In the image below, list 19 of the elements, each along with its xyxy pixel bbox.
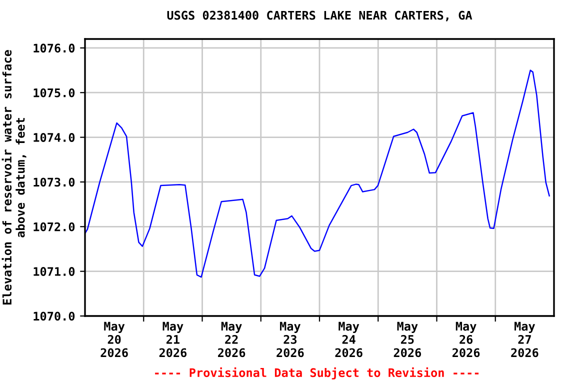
x-tick-label: May 24 2026 — [335, 322, 362, 358]
y-tick-label: 1074.0 — [34, 133, 75, 142]
text: ---- Provisional Data Subject to Revision ---- — [155, 367, 479, 380]
y-tick-label: 1076.0 — [34, 44, 75, 53]
chart-title: USGS 02381400 CARTERS LAKE NEAR CARTERS, GA — [167, 10, 472, 22]
y-tick-label: 1071.0 — [34, 267, 75, 276]
x-tick-label: May 20 2026 — [100, 322, 128, 358]
x-tick-label: May 23 2026 — [276, 322, 304, 358]
x-tick-label: May 25 2026 — [394, 322, 422, 358]
y-tick-label: 1075.0 — [34, 88, 75, 98]
x-tick-label: May 26 2026 — [452, 322, 480, 358]
x-tick-label: May 22 2026 — [218, 322, 246, 358]
y-tick-label: 1073.0 — [34, 178, 75, 187]
line-series — [85, 70, 550, 278]
y-tick-label: 1070.0 — [34, 312, 75, 321]
y-axis-title: Elevation of reservoir water surface above datum, feet — [2, 50, 26, 304]
x-tick-label: May 21 2026 — [159, 322, 187, 358]
x-tick-label: May 27 2026 — [511, 322, 538, 358]
y-tick-label: 1072.0 — [34, 222, 75, 232]
